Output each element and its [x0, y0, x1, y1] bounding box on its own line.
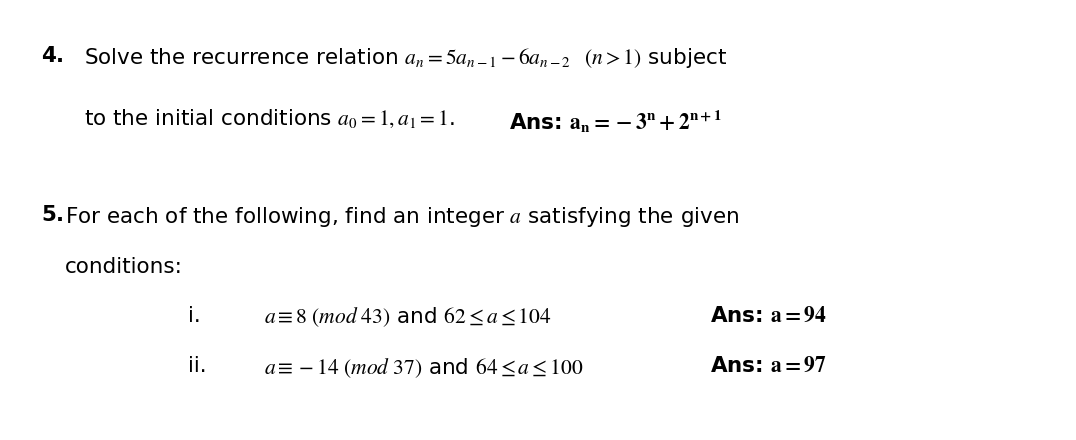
Text: Ans: $\mathbf{a = 97}$: Ans: $\mathbf{a = 97}$	[710, 356, 827, 376]
Text: 5.: 5.	[41, 205, 63, 224]
Text: i.: i.	[188, 306, 201, 326]
Text: $a \equiv 8\ (mod\ 43)$ and $62 \leq a \leq 104$: $a \equiv 8\ (mod\ 43)$ and $62 \leq a \…	[264, 306, 551, 330]
Text: Solve the recurrence relation $a_n = 5a_{n-1} - 6a_{n-2}$  $(n > 1)$ subject: Solve the recurrence relation $a_n = 5a_…	[84, 46, 727, 70]
Text: conditions:: conditions:	[65, 257, 183, 277]
Text: 4.: 4.	[41, 46, 63, 66]
Text: to the initial conditions $a_0 = 1, a_1 = 1$.: to the initial conditions $a_0 = 1, a_1 …	[84, 108, 464, 130]
Text: $a \equiv -14\ (mod\ 37)$ and $64 \leq a \leq 100$: $a \equiv -14\ (mod\ 37)$ and $64 \leq a…	[264, 356, 583, 380]
Text: For each of the following, find an integer $a$ satisfying the given: For each of the following, find an integ…	[65, 205, 739, 229]
Text: ii.: ii.	[188, 356, 207, 376]
Text: Ans: $\mathbf{a = 94}$: Ans: $\mathbf{a = 94}$	[710, 306, 827, 326]
Text: Ans: $\mathbf{a_n = -3^n + 2^{n+1}}$: Ans: $\mathbf{a_n = -3^n + 2^{n+1}}$	[509, 108, 722, 135]
